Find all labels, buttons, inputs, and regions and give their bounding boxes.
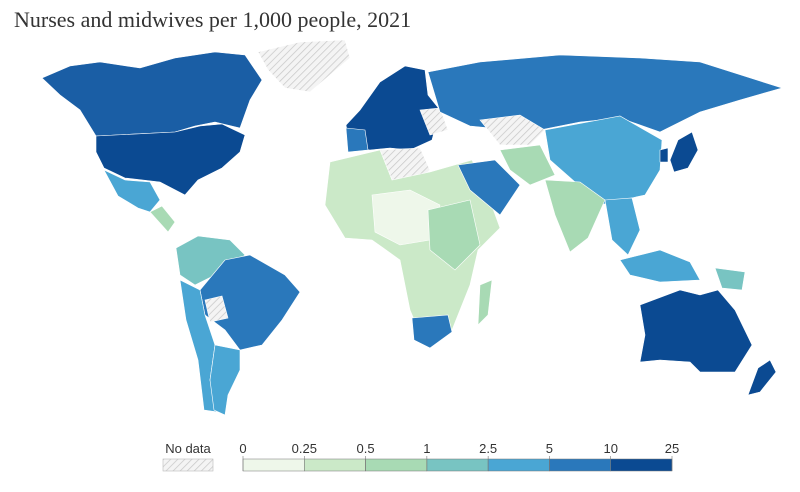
region bbox=[209, 344, 241, 416]
region bbox=[499, 144, 556, 186]
legend-bin bbox=[426, 458, 489, 472]
region bbox=[324, 149, 501, 346]
world-map bbox=[41, 39, 784, 416]
region bbox=[257, 39, 351, 93]
region bbox=[669, 131, 699, 173]
region bbox=[149, 205, 176, 233]
region bbox=[639, 289, 753, 373]
legend-bin bbox=[365, 458, 428, 472]
no-data-swatch bbox=[162, 458, 214, 472]
legend-bin bbox=[487, 458, 550, 472]
legend-tick-label: 5 bbox=[546, 441, 553, 456]
region bbox=[619, 249, 701, 283]
region bbox=[419, 107, 449, 136]
region bbox=[544, 179, 606, 253]
legend-bin bbox=[304, 458, 366, 472]
region bbox=[747, 359, 777, 396]
region bbox=[427, 199, 481, 271]
region bbox=[41, 51, 263, 137]
legend-tick-label: 2.5 bbox=[479, 441, 497, 456]
region bbox=[95, 123, 246, 196]
region bbox=[477, 279, 493, 326]
region bbox=[204, 295, 229, 323]
region bbox=[544, 115, 663, 206]
region bbox=[479, 114, 546, 146]
legend-bin bbox=[610, 458, 673, 472]
legend-bin bbox=[242, 458, 305, 472]
legend-tick-label: 10 bbox=[603, 441, 617, 456]
legend-bin bbox=[549, 458, 611, 472]
legend-tick-label: 0.25 bbox=[292, 441, 317, 456]
no-data-label: No data bbox=[165, 441, 211, 456]
region bbox=[604, 197, 641, 256]
title: Nurses and midwives per 1,000 people, 20… bbox=[14, 7, 411, 32]
legend-tick-label: 25 bbox=[665, 441, 679, 456]
legend-tick-label: 1 bbox=[423, 441, 430, 456]
legend: No data 0 0.25 0.5 1 2.5 5 10 25 bbox=[162, 441, 679, 472]
region bbox=[411, 314, 453, 349]
region bbox=[103, 169, 161, 213]
region bbox=[457, 159, 521, 216]
legend-tick-label: 0.5 bbox=[357, 441, 375, 456]
region bbox=[659, 147, 669, 163]
region bbox=[345, 127, 369, 153]
legend-tick-label: 0 bbox=[239, 441, 246, 456]
region bbox=[714, 267, 746, 291]
